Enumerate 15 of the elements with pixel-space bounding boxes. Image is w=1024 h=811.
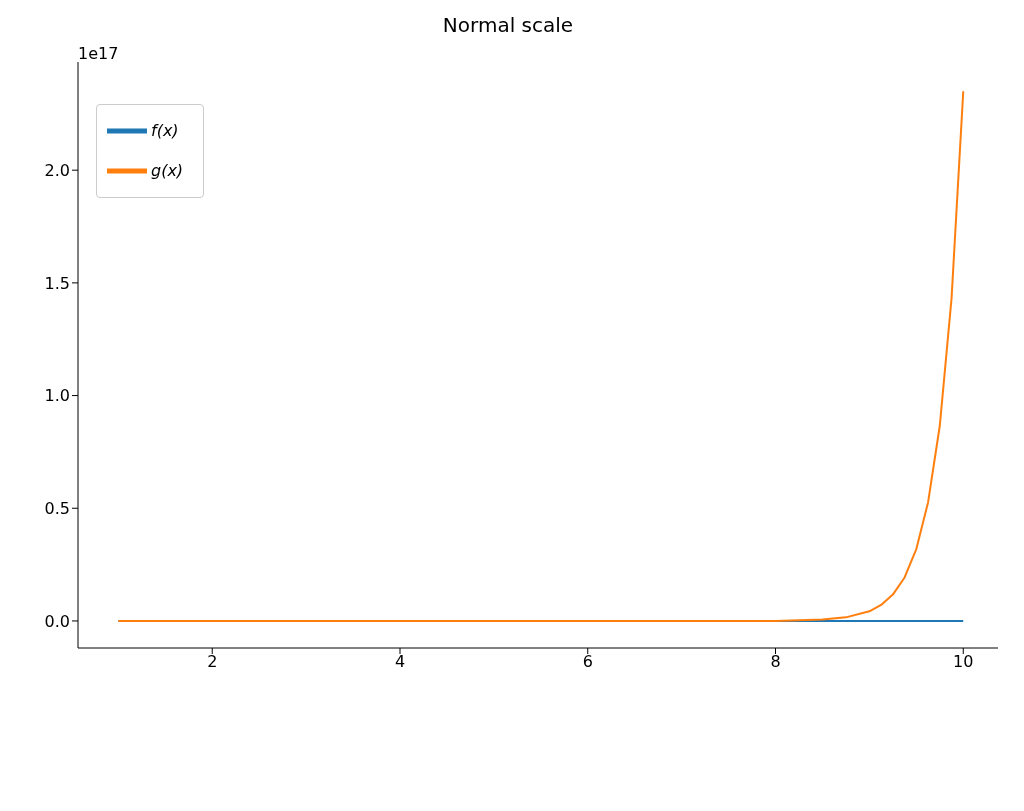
y-tick-label: 1.0 (44, 386, 70, 406)
y-tick-label: 0.5 (44, 498, 70, 518)
legend-label: g(x) (151, 160, 184, 180)
x-tick-label: 10 (953, 652, 974, 672)
x-tick-label: 6 (582, 652, 593, 672)
y-tick-label: 0.0 (44, 611, 70, 631)
annotation: 1e17 (78, 44, 119, 63)
y-tick-label: 1.5 (44, 273, 70, 293)
x-tick-label: 4 (394, 652, 406, 672)
legend-label: f(x) (151, 120, 179, 140)
chart-title: Normal scale (441, 12, 575, 39)
y-tick-label: 2.0 (44, 160, 70, 180)
x-tick-label: 8 (770, 652, 781, 672)
x-tick-label: 2 (207, 652, 218, 672)
line-series (117, 90, 965, 622)
